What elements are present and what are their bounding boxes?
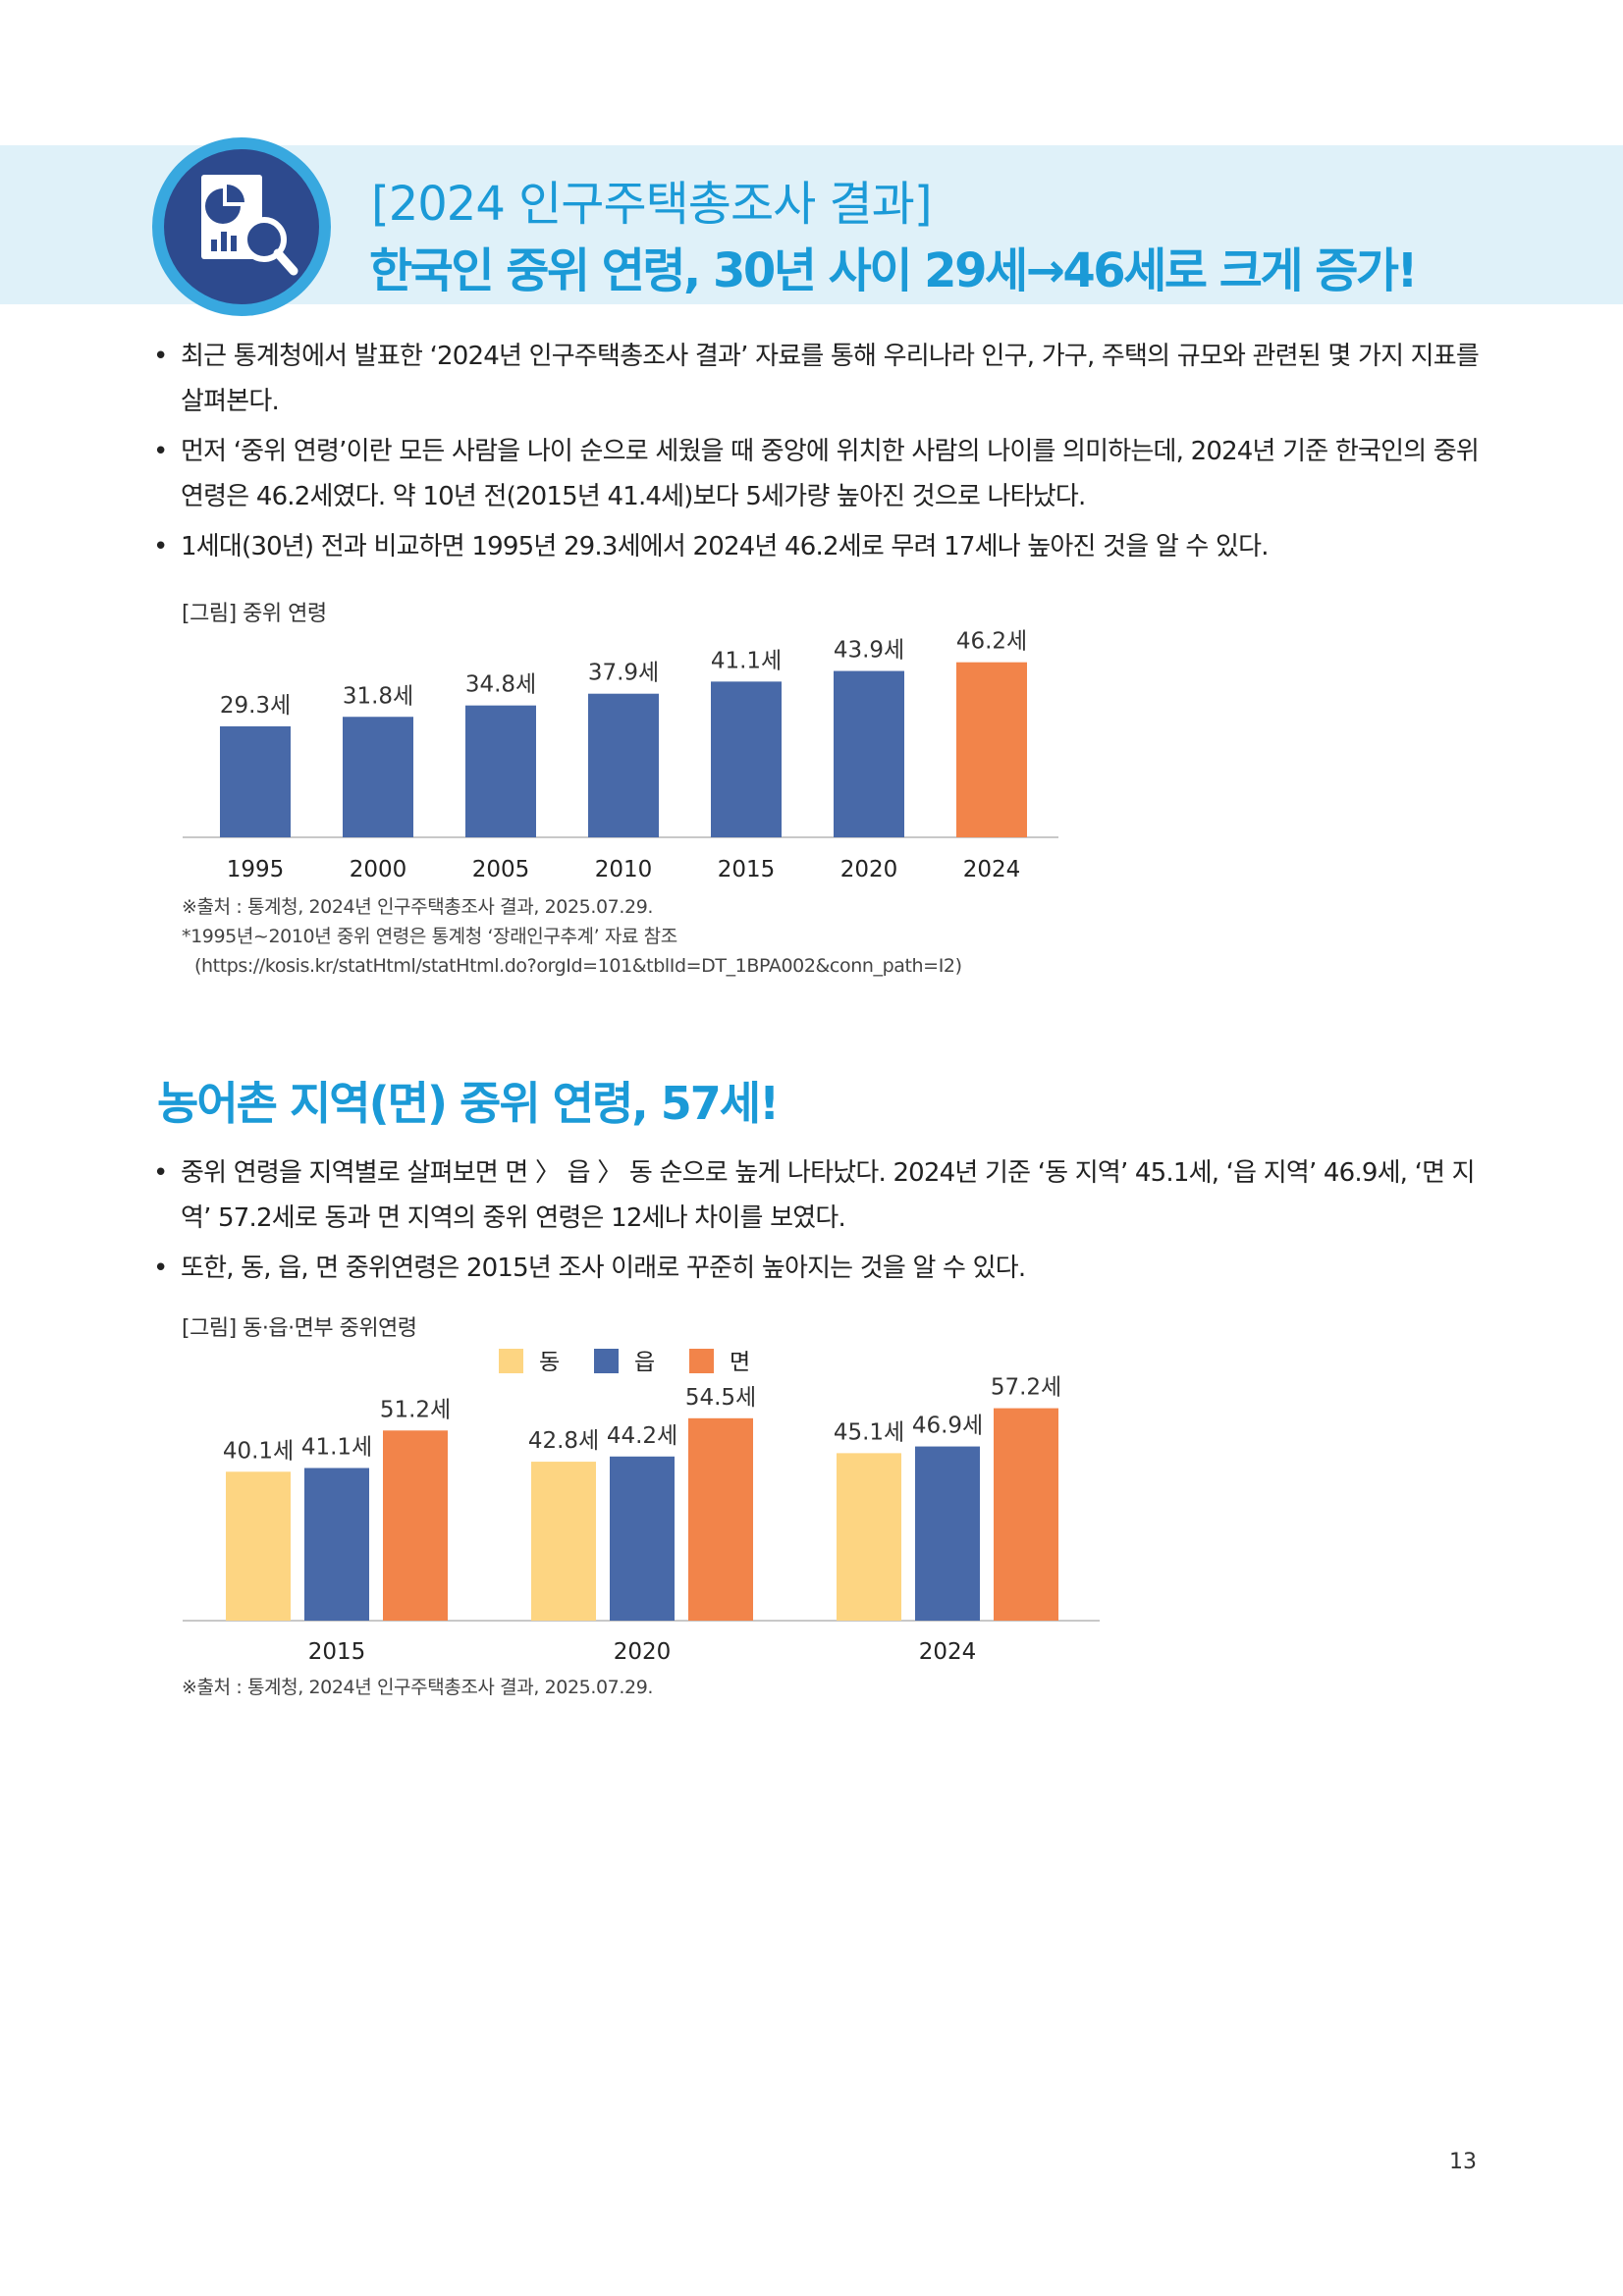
list-item: • 또한, 동, 읍, 면 중위연령은 2015년 조사 이래로 꾸준히 높아지는…: [153, 1254, 1026, 1283]
list-item: • 1세대(30년) 전과 비교하면 1995년 29.3세에서 2024년 46…: [153, 532, 1270, 561]
data-label: 34.8세: [465, 672, 536, 698]
data-label: 46.2세: [956, 629, 1027, 655]
data-label: 29.3세: [220, 693, 291, 719]
figure1-url: (https://kosis.kr/statHtml/statHtml.do?o…: [194, 955, 962, 977]
bar: [343, 717, 413, 837]
bar: [834, 670, 904, 837]
data-label: 43.9세: [834, 638, 904, 664]
figure1-caption: [그림] 중위 연령: [182, 602, 327, 626]
bar: [220, 725, 291, 837]
bar: [465, 705, 536, 837]
chart-magnifier-icon: [201, 175, 298, 276]
figure2-source-note: ※출처 : 통계청, 2024년 인구주택총조사 결과, 2025.07.29.: [182, 1677, 654, 1698]
data-label: 41.1세: [711, 648, 782, 673]
list-item: • 최근 통계청에서 발표한 ‘2024년 인구주택총조사 결과’ 자료를 통해 …: [153, 342, 1480, 416]
bar: [711, 681, 782, 837]
intro-bullet-list: • 최근 통계청에서 발표한 ‘2024년 인구주택총조사 결과’ 자료를 통해 …: [147, 334, 1483, 574]
page-number: 13: [1449, 2150, 1477, 2174]
list-item: • 중위 연령을 지역별로 살펴보면 면 〉 읍 〉 동 순으로 높게 나타났다.…: [153, 1158, 1476, 1233]
data-label: 37.9세: [588, 661, 659, 686]
x-tick-label: 2000: [350, 857, 407, 882]
data-label: 31.8세: [343, 683, 413, 709]
list-item: • 먼저 ‘중위 연령’이란 모든 사람을 나이 순으로 세웠을 때 중앙에 위치…: [153, 437, 1480, 511]
x-tick-label: 2024: [963, 857, 1021, 882]
section2-bullet-list: • 중위 연령을 지역별로 살펴보면 면 〉 읍 〉 동 순으로 높게 나타났다.…: [147, 1150, 1483, 1296]
figure1-source-note: ※출처 : 통계청, 2024년 인구주택총조사 결과, 2025.07.29.: [182, 896, 654, 918]
page-title: 한국인 중위 연령, 30년 사이 29세→46세로 크게 증가!: [369, 243, 1418, 298]
x-tick-label: 2020: [840, 857, 898, 882]
x-tick-label: 2015: [718, 857, 776, 882]
x-tick-label: 2005: [472, 857, 530, 882]
section-title: 농어촌 지역(면) 중위 연령, 57세!: [157, 1077, 780, 1130]
x-tick-label: 1995: [227, 857, 285, 882]
page-title-bracket: [2024 인구주택총조사 결과]: [371, 177, 933, 232]
figure2-caption: [그림] 동·읍·면부 중위연령: [182, 1316, 417, 1341]
x-tick-label: 2010: [595, 857, 653, 882]
bar: [588, 693, 659, 837]
bar: [956, 662, 1027, 837]
header-emblem: [152, 137, 331, 316]
figure1-footnote: *1995년~2010년 중위 연령은 통계청 ‘장래인구추계’ 자료 참조: [182, 926, 677, 947]
